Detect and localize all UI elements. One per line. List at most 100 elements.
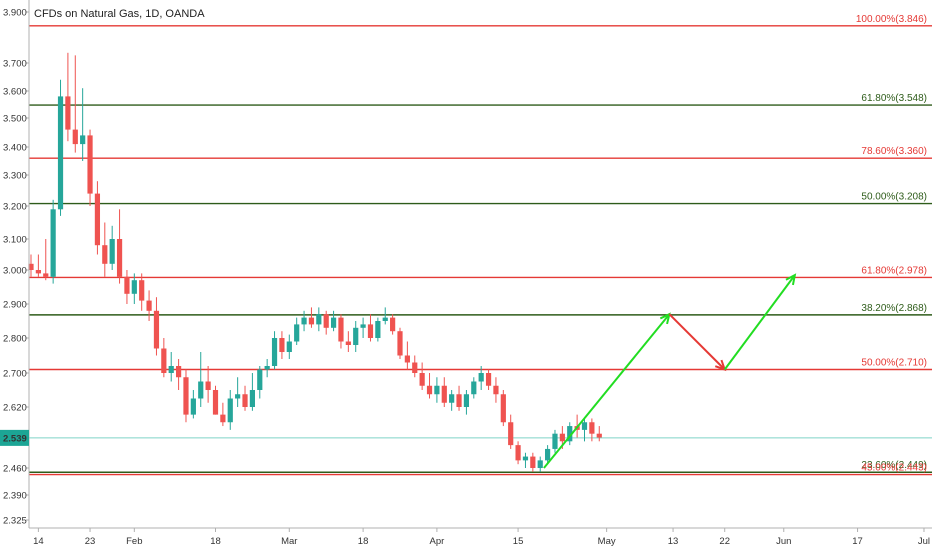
fib-level-label: 50.00%(3.208) — [861, 192, 927, 203]
candle — [198, 352, 204, 407]
candle — [382, 307, 388, 325]
candle — [456, 385, 462, 411]
candle-body — [441, 385, 447, 403]
candle — [264, 359, 270, 378]
candle — [80, 88, 86, 161]
candle — [116, 209, 123, 284]
candle-body — [279, 338, 285, 352]
candle — [50, 199, 56, 284]
x-tick-label: Jun — [776, 536, 791, 547]
candle-body — [375, 321, 381, 338]
candle — [183, 369, 189, 423]
y-tick-label: 2.900 — [3, 300, 27, 311]
candle-body — [596, 433, 602, 438]
candle — [316, 307, 322, 332]
candle-body — [168, 366, 174, 373]
candle — [581, 418, 588, 442]
fib-level-label: 45.00%(2.443) — [861, 463, 927, 474]
y-tick-label: 3.600 — [3, 87, 27, 98]
candle-body — [35, 270, 41, 274]
candle-body — [116, 239, 123, 277]
y-tick-label: 2.620 — [3, 403, 27, 414]
candle-body — [264, 366, 270, 370]
y-tick-label: 3.900 — [3, 8, 27, 19]
candle — [176, 359, 182, 390]
candle — [235, 377, 241, 407]
candle-body — [316, 314, 322, 325]
y-tick-label: 2.390 — [3, 491, 27, 502]
y-tick-label: 2.800 — [3, 334, 27, 345]
candle-body — [493, 385, 499, 395]
candle-body — [301, 317, 307, 325]
candle — [72, 55, 78, 153]
candle — [545, 445, 551, 465]
candle-body — [390, 317, 396, 332]
fib-level-label: 61.80%(3.548) — [861, 93, 927, 104]
x-tick-label: May — [598, 536, 616, 547]
candle-body — [412, 362, 418, 373]
x-tick-label: 14 — [33, 536, 44, 547]
candle-body — [227, 398, 233, 423]
y-tick-label: 3.400 — [3, 143, 27, 154]
candle-body — [249, 390, 255, 407]
y-tick-label: 3.100 — [3, 235, 27, 246]
candle-body — [382, 317, 388, 321]
last-price-badge — [0, 429, 29, 446]
candle-body — [360, 324, 366, 328]
candle-body — [397, 331, 403, 356]
candles — [28, 52, 602, 472]
candle — [190, 390, 196, 419]
x-tick-label: Feb — [126, 536, 142, 547]
last-price-label: 2.539 — [3, 433, 27, 444]
candle-body — [153, 310, 160, 349]
candle — [397, 327, 403, 359]
candle — [353, 321, 359, 352]
candle — [441, 377, 447, 407]
projection-arrowhead — [785, 273, 797, 286]
candle — [220, 402, 226, 427]
y-tick-label: 3.700 — [3, 59, 27, 70]
fib-level-label: 100.00%(3.846) — [856, 14, 927, 25]
candle-body — [478, 373, 484, 382]
candle — [412, 355, 418, 378]
candle-body — [552, 433, 558, 449]
candle-body — [235, 394, 241, 399]
fib-level-label: 23.60%(2.449) — [861, 460, 927, 471]
candle — [426, 373, 433, 399]
candle-body — [426, 385, 433, 395]
candle-body — [456, 394, 462, 407]
candle-body — [463, 394, 470, 407]
candle-body — [330, 317, 337, 328]
candle — [500, 390, 506, 427]
candle-body — [419, 373, 425, 386]
x-tick-label: 18 — [210, 536, 221, 547]
candle-body — [161, 348, 167, 373]
y-tick-label: 3.300 — [3, 171, 27, 182]
candle — [146, 290, 152, 321]
x-tick-label: 13 — [668, 536, 679, 547]
candle-body — [367, 324, 374, 338]
candle — [153, 297, 160, 356]
candle-body — [28, 263, 34, 270]
candle-body — [43, 273, 49, 277]
candle-body — [65, 96, 71, 130]
candle — [338, 314, 344, 349]
candle-body — [146, 300, 152, 311]
candle — [390, 314, 396, 335]
candle-body — [308, 317, 315, 325]
y-tick-label: 3.500 — [3, 114, 27, 125]
fib-level-label: 78.60%(3.360) — [861, 146, 927, 157]
candle-body — [50, 209, 56, 277]
candle-body — [404, 355, 410, 363]
candle — [109, 225, 115, 270]
candle — [367, 314, 374, 342]
x-tick-label: 23 — [85, 536, 96, 547]
candle — [43, 239, 49, 281]
candle — [522, 452, 529, 468]
candle-body — [198, 381, 204, 399]
x-tick-label: Jul — [918, 536, 930, 547]
candle-body — [131, 280, 137, 294]
candle — [87, 129, 93, 206]
